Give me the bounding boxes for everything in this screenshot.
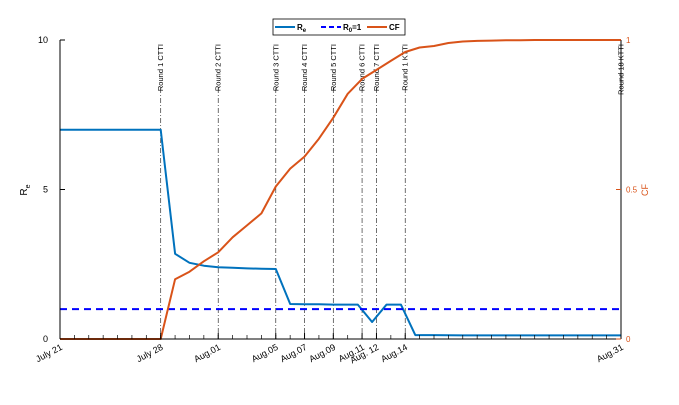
vline-label-4: Round 4 CTTI: [300, 44, 309, 91]
x-tick-label: July 21: [34, 342, 64, 364]
x-tick-label: Aug.01: [192, 342, 222, 364]
vline-label-6: Round 6 CTTI: [358, 44, 367, 91]
x-tick-label: Aug.31: [595, 342, 625, 364]
right-y-tick-label: 0.5: [626, 186, 638, 195]
series-line-cf: [60, 39, 621, 340]
right-y-tick-label: 0: [626, 335, 631, 344]
left-y-tick-label: 5: [43, 185, 48, 195]
vline-label-3: Round 3 CTTI: [271, 44, 280, 91]
axes: [59, 40, 622, 340]
left-axis-label-main: R: [19, 188, 30, 195]
left-axis-label-subscript: e: [25, 184, 32, 188]
x-tick-label: Aug.09: [307, 342, 337, 364]
vertical-reference-lines: Round 1 CTTI Round 2 CTTI Round 3 CTTI Roun…: [156, 44, 626, 339]
vline-label-5: Round 5 CTTI: [329, 44, 338, 91]
legend-entry-label: Re: [297, 23, 307, 34]
left-axis-label: Re: [19, 184, 32, 195]
legend: Re R0=1 CF: [272, 18, 406, 36]
x-tick-label: Aug.05: [250, 342, 280, 364]
left-y-tick-label: 10: [38, 35, 48, 45]
x-tick-label: Aug.14: [379, 342, 409, 364]
right-y-tick-label: 1: [626, 36, 631, 45]
legend-entry-label: CF: [389, 23, 400, 32]
vline-label-1: Round 1 CTTI: [156, 44, 165, 91]
ticks: [59, 39, 622, 340]
vline-label-7: Round 7 CTTI: [372, 44, 381, 91]
vline-label-8: Round 1 KTTI: [401, 44, 410, 91]
series-line-re: [60, 128, 621, 337]
right-axis-label: CF: [640, 184, 650, 196]
series-lines: [60, 39, 621, 340]
x-tick-label: Aug.07: [279, 342, 309, 364]
legend-entry-label: R0=1: [343, 23, 362, 34]
x-tick-label: July 28: [135, 342, 165, 364]
left-y-tick-label: 0: [43, 334, 48, 344]
vline-label-2: Round 2 CTTI: [214, 44, 223, 91]
